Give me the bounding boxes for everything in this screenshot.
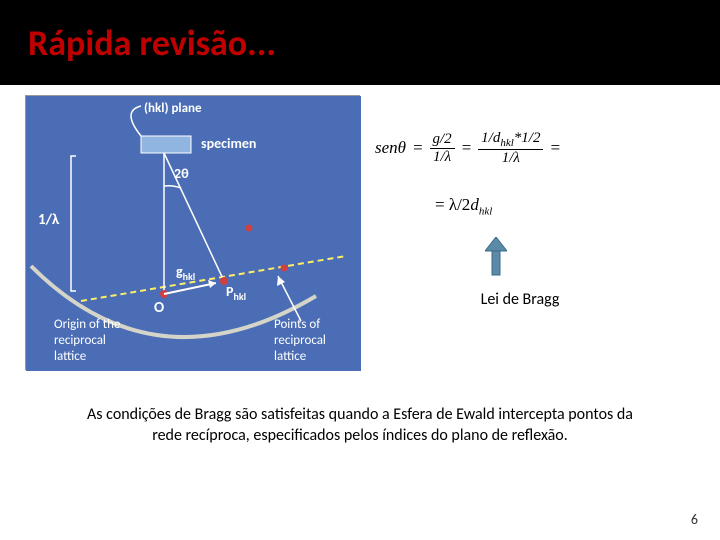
points-text-1: Points of — [274, 317, 320, 332]
formula-column: senθ = g/2 1/λ = 1/dhkl*1/2 1/λ = = λ/2d… — [375, 95, 695, 370]
formula-result: = λ/2dhkl — [375, 195, 695, 217]
d-var: d — [470, 195, 479, 214]
title-bar: Rápida revisão... — [0, 0, 720, 85]
eq-lambda: = λ/2 — [435, 195, 470, 214]
bottom-line-2: rede recíproca, especificados pelos índi… — [152, 426, 568, 445]
hkl-plane-label: (hkl) plane — [144, 101, 202, 116]
origin-o: O — [154, 299, 164, 317]
specimen-rect — [141, 136, 191, 153]
frac-g-over-lambda: g/2 1/λ — [430, 131, 455, 165]
den1: 1/λ — [430, 149, 454, 166]
d-sub: hkl — [479, 205, 492, 217]
bragg-law-label: Lei de Bragg — [375, 290, 695, 309]
lattice-point-2 — [246, 225, 253, 232]
slide-title: Rápida revisão... — [28, 21, 276, 65]
num2: 1/dhkl*1/2 — [478, 130, 543, 150]
den2: 1/λ — [499, 150, 523, 167]
points-text-3: lattice — [274, 349, 306, 364]
points-text-2: reciprocal — [274, 333, 326, 348]
bottom-line-1: As condições de Bragg são satisfeitas qu… — [87, 405, 633, 424]
origin-text-1: Origin of the — [54, 317, 120, 332]
origin-text-2: reciprocal — [54, 333, 106, 348]
bottom-explanation: As condições de Bragg são satisfeitas qu… — [0, 405, 720, 447]
up-arrow-icon — [485, 237, 695, 282]
origin-text-3: lattice — [54, 349, 86, 364]
eq3: = — [549, 138, 560, 158]
sen-theta: senθ — [375, 138, 406, 158]
specimen-label: specimen — [201, 135, 256, 152]
ewald-sphere-diagram: (hkl) plane specimen 2θ 1/λ ghkl Phkl O … — [25, 95, 360, 370]
page-number: 6 — [691, 511, 698, 528]
content-area: (hkl) plane specimen 2θ 1/λ ghkl Phkl O … — [0, 85, 720, 370]
formula-sen-theta: senθ = g/2 1/λ = 1/dhkl*1/2 1/λ = — [375, 130, 695, 167]
two-theta-label: 2θ — [174, 165, 189, 182]
eq2: = — [461, 138, 472, 158]
inv-lambda-label: 1/λ — [38, 211, 60, 229]
diagram-svg: (hkl) plane specimen 2θ 1/λ ghkl Phkl O … — [26, 96, 361, 371]
frac-d-over-lambda: 1/dhkl*1/2 1/λ — [478, 130, 543, 167]
eq1: = — [412, 138, 423, 158]
num1: g/2 — [430, 131, 455, 149]
lattice-point-1 — [281, 265, 288, 272]
